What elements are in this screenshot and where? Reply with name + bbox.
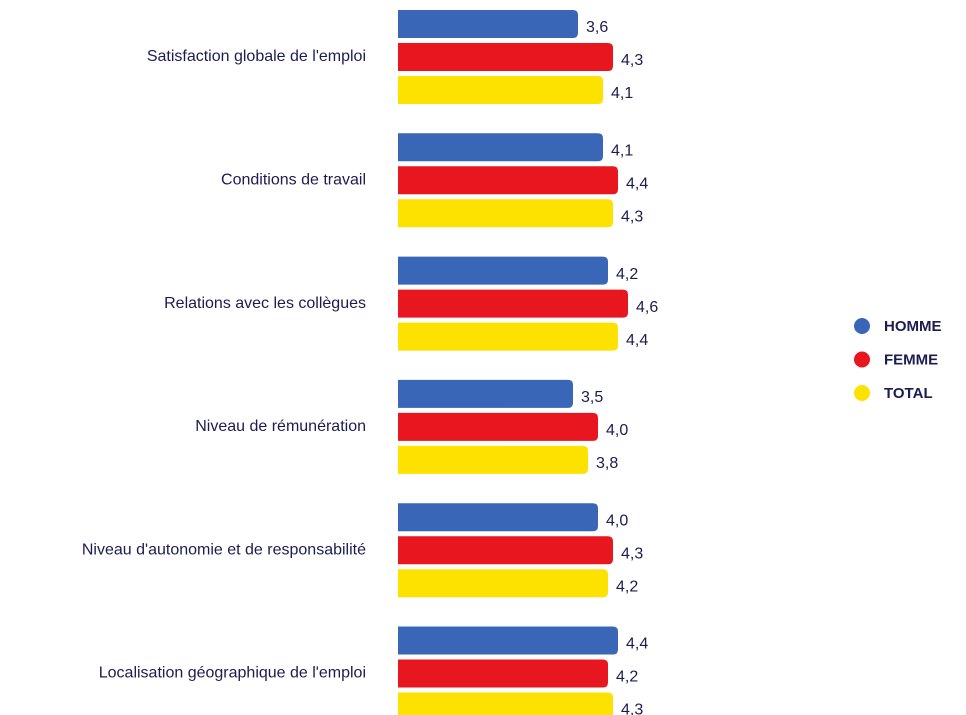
value-label: 4,0 [606,422,628,439]
bar [398,569,608,598]
value-label: 4,3 [621,52,643,69]
bar [398,199,613,228]
bar [398,10,578,38]
legend-label: TOTAL [884,385,933,402]
legend-marker [854,385,870,401]
bar [398,536,613,565]
value-label: 3,6 [586,19,608,36]
value-label: 4,3 [621,545,643,562]
value-label: 4,4 [626,332,648,349]
bar [398,626,618,655]
bar [398,76,603,104]
bar [398,379,573,408]
bar [398,412,598,441]
bar [398,322,618,351]
value-label: 4,2 [616,266,638,283]
legend-marker [854,351,870,368]
bar [398,445,588,474]
category-label: Relations avec les collègues [164,295,366,312]
legend-marker [854,318,870,334]
category-label: Niveau d'autonomie et de responsabilité [82,541,366,558]
category-label: Satisfaction globale de l'emploi [147,48,366,65]
bar [398,133,603,162]
value-label: 3,5 [581,389,603,406]
value-label: 4,1 [611,143,633,160]
value-label: 4,6 [636,299,658,316]
value-label: 4,4 [626,176,648,193]
category-label: Localisation géographique de l'emploi [99,665,366,682]
value-label: 4,2 [616,669,638,686]
category-label: Conditions de travail [221,172,366,189]
legend-label: FEMME [884,351,938,368]
value-label: 4,1 [611,85,633,102]
bar [398,503,598,532]
value-label: 4,2 [616,578,638,595]
bar [398,692,613,715]
value-label: 4,3 [621,702,643,715]
value-label: 4,0 [606,512,628,529]
bar [398,43,613,71]
value-label: 4,4 [626,636,648,653]
value-label: 4,3 [621,209,643,226]
bar [398,166,618,195]
value-label: 3,8 [596,455,618,472]
legend-label: HOMME [884,318,942,335]
bar [398,256,608,285]
bar [398,289,628,318]
bar [398,659,608,688]
category-label: Niveau de rémunération [195,418,366,435]
